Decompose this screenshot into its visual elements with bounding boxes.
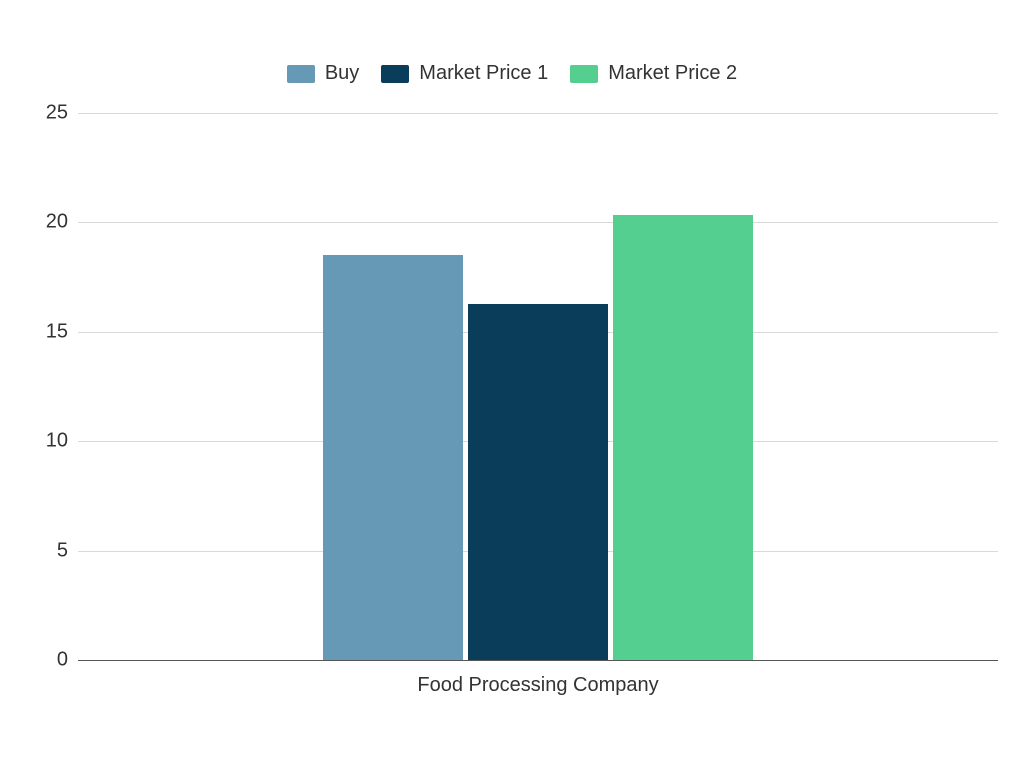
- legend-label: Buy: [325, 62, 359, 85]
- chart-legend: Buy Market Price 1 Market Price 2: [0, 62, 1024, 85]
- gridline: [78, 222, 998, 223]
- plot-area: 0510152025Food Processing Company: [78, 113, 998, 660]
- legend-label: Market Price 1: [419, 62, 548, 85]
- bar: [323, 255, 463, 660]
- bar-chart: BuyMarket Price 1Market Price 2 05101520…: [0, 0, 1024, 768]
- y-tick-label: 25: [28, 102, 68, 125]
- y-tick-label: 5: [28, 539, 68, 562]
- x-category-label: Food Processing Company: [338, 674, 738, 697]
- bar: [613, 215, 753, 660]
- y-tick-label: 20: [28, 211, 68, 234]
- legend-item: Market Price 2: [570, 62, 737, 85]
- y-tick-label: 0: [28, 649, 68, 672]
- x-axis-line: [78, 660, 998, 661]
- gridline: [78, 113, 998, 114]
- legend-swatch: [381, 65, 409, 83]
- y-tick-label: 15: [28, 320, 68, 343]
- legend-item: Buy: [287, 62, 359, 85]
- y-tick-label: 10: [28, 430, 68, 453]
- legend-label: Market Price 2: [608, 62, 737, 85]
- legend-swatch: [287, 65, 315, 83]
- legend-swatch: [570, 65, 598, 83]
- legend-item: Market Price 1: [381, 62, 548, 85]
- bar: [468, 304, 608, 660]
